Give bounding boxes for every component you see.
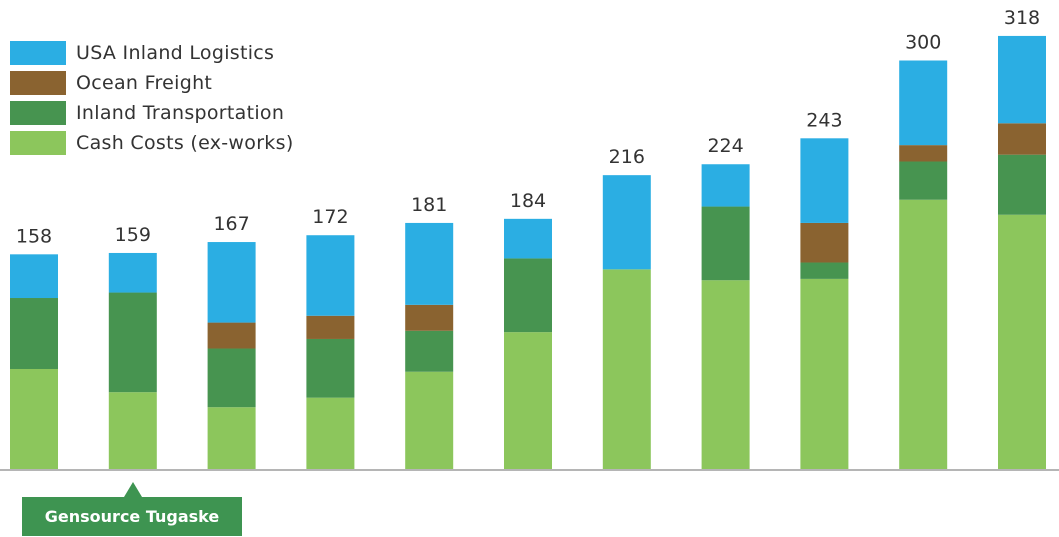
legend-label: Ocean Freight xyxy=(76,72,213,94)
bar-segment-usa-inland-logistics-1 xyxy=(10,254,58,299)
bar-segment-inland-transportation-2 xyxy=(108,292,157,393)
bar-total-label-11: 318 xyxy=(1004,7,1040,29)
gensource-tugaske-callout: Gensource Tugaske xyxy=(22,497,242,536)
bar-total-label-1: 158 xyxy=(16,225,52,247)
bar-total-label-9: 243 xyxy=(806,109,842,131)
bar-segment-ocean-freight-11 xyxy=(998,123,1046,155)
bar-total-label-4: 172 xyxy=(312,206,348,228)
bar-segment-inland-transportation-1 xyxy=(10,298,58,369)
bar-segment-cash-costs-ex-works-3 xyxy=(207,407,256,470)
bar-segment-cash-costs-ex-works-7 xyxy=(602,269,651,470)
bar-segment-usa-inland-logistics-4 xyxy=(306,235,355,316)
total-labels-group: 158 159 167 172 181 184 216 224 243 300 318 xyxy=(16,7,1040,247)
legend-label: Cash Costs (ex-works) xyxy=(76,132,294,154)
bar-segment-usa-inland-logistics-3 xyxy=(207,242,256,323)
bar-segment-ocean-freight-4 xyxy=(306,315,355,339)
bar-total-label-5: 181 xyxy=(411,194,447,216)
bar-segment-usa-inland-logistics-8 xyxy=(701,164,750,207)
bars-group xyxy=(10,35,1046,471)
bar-segment-inland-transportation-4 xyxy=(306,338,355,398)
bar-segment-cash-costs-ex-works-11 xyxy=(998,214,1046,470)
legend-swatch xyxy=(10,101,66,125)
bar-segment-cash-costs-ex-works-8 xyxy=(701,280,750,470)
legend-swatch xyxy=(10,41,66,65)
bar-total-label-2: 159 xyxy=(115,224,151,246)
legend-label: Inland Transportation xyxy=(76,102,285,124)
bar-total-label-10: 300 xyxy=(905,32,941,54)
bar-segment-usa-inland-logistics-2 xyxy=(108,252,157,293)
bar-total-label-8: 224 xyxy=(707,135,743,157)
bar-segment-inland-transportation-3 xyxy=(207,348,256,408)
bar-segment-cash-costs-ex-works-6 xyxy=(504,332,552,470)
bar-total-label-3: 167 xyxy=(213,213,249,235)
bar-segment-usa-inland-logistics-7 xyxy=(602,175,651,270)
bar-segment-inland-transportation-5 xyxy=(405,330,454,372)
bar-segment-usa-inland-logistics-6 xyxy=(504,218,552,259)
bar-total-label-7: 216 xyxy=(609,146,645,168)
bar-segment-inland-transportation-11 xyxy=(998,154,1046,215)
bar-segment-cash-costs-ex-works-2 xyxy=(108,392,157,470)
bar-segment-inland-transportation-10 xyxy=(899,161,948,200)
bar-segment-usa-inland-logistics-10 xyxy=(899,60,948,146)
bar-segment-ocean-freight-5 xyxy=(405,304,454,331)
bar-segment-usa-inland-logistics-11 xyxy=(998,35,1046,124)
bar-segment-cash-costs-ex-works-5 xyxy=(405,371,454,470)
legend: USA Inland Logistics Ocean Freight Inlan… xyxy=(10,38,294,158)
legend-item-inland-transportation: Inland Transportation xyxy=(10,98,294,128)
legend-item-ocean-freight: Ocean Freight xyxy=(10,68,294,98)
bar-segment-cash-costs-ex-works-10 xyxy=(899,199,948,471)
legend-swatch xyxy=(10,71,66,95)
bar-segment-inland-transportation-8 xyxy=(701,206,750,281)
bar-segment-ocean-freight-9 xyxy=(800,222,849,263)
legend-swatch xyxy=(10,131,66,155)
legend-label: USA Inland Logistics xyxy=(76,42,275,64)
bar-total-label-6: 184 xyxy=(510,190,546,212)
bar-segment-cash-costs-ex-works-1 xyxy=(10,368,58,470)
legend-item-cash-costs: Cash Costs (ex-works) xyxy=(10,128,294,158)
bar-segment-ocean-freight-10 xyxy=(899,145,948,162)
legend-item-usa-inland-logistics: USA Inland Logistics xyxy=(10,38,294,68)
bar-segment-ocean-freight-3 xyxy=(207,322,256,349)
bar-segment-usa-inland-logistics-5 xyxy=(405,222,454,305)
bar-segment-cash-costs-ex-works-9 xyxy=(800,278,849,470)
bar-segment-usa-inland-logistics-9 xyxy=(800,138,849,223)
bar-segment-cash-costs-ex-works-4 xyxy=(306,397,355,470)
bar-segment-inland-transportation-9 xyxy=(800,262,849,279)
callout-pointer xyxy=(124,482,142,497)
bar-segment-inland-transportation-6 xyxy=(504,258,552,333)
